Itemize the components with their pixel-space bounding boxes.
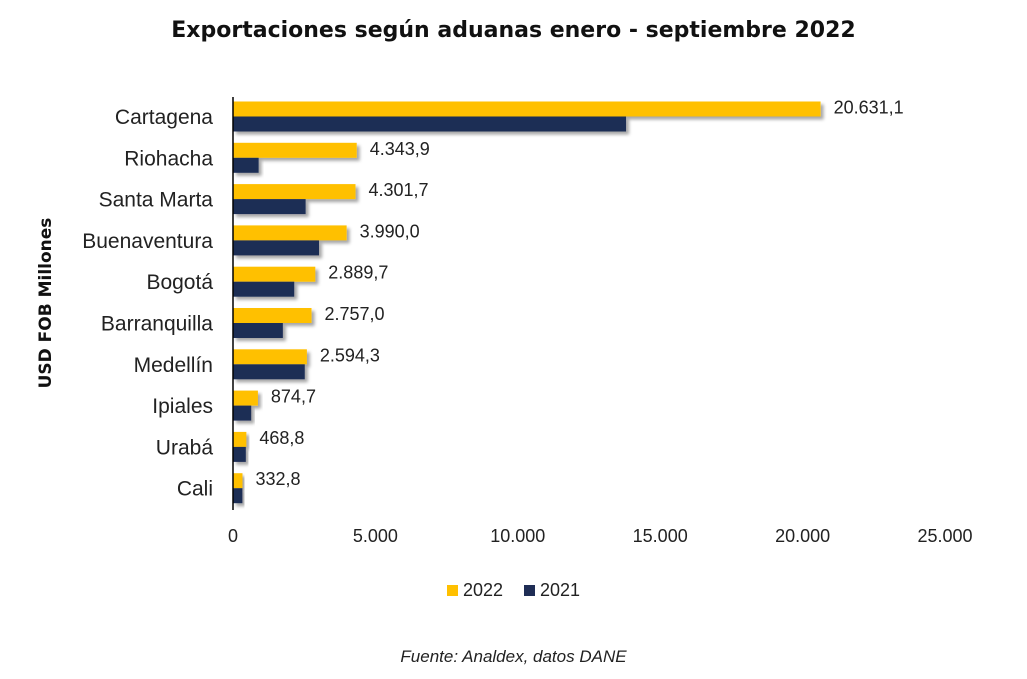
category-label-cali: Cali <box>177 478 213 501</box>
x-tick-label: 5.000 <box>353 526 398 546</box>
data-label-2022-bogota: 2.889,7 <box>328 263 388 283</box>
data-label-2022-uraba: 468,8 <box>259 428 304 448</box>
legend-item-2021: 2021 <box>524 580 580 601</box>
category-label-uraba: Urabá <box>156 436 214 459</box>
category-label-ipiales: Ipiales <box>152 395 213 418</box>
data-label-2022-cartagena: 20.631,1 <box>834 98 904 118</box>
bar-2022-cartagena <box>233 101 821 117</box>
bar-2021-uraba <box>233 446 246 462</box>
category-label-cartagena: Cartagena <box>115 106 213 129</box>
x-tick-label: 15.000 <box>633 526 688 546</box>
legend-swatch-2021 <box>524 585 535 596</box>
bar-2021-barranquilla <box>233 323 283 338</box>
x-tick-label: 25.000 <box>917 526 972 546</box>
bar-2021-bogota <box>233 281 295 297</box>
category-label-bogota: Bogotá <box>146 271 213 294</box>
data-label-2022-santa-marta: 4.301,7 <box>369 180 429 200</box>
bar-2022-ipiales <box>233 390 258 406</box>
bar-2022-medellin <box>233 349 307 365</box>
legend-item-2022: 2022 <box>446 580 503 601</box>
legend-label-2021: 2021 <box>540 580 581 600</box>
chart-title: Exportaciones según aduanas enero - sept… <box>171 18 856 43</box>
bar-2022-cali <box>233 473 243 489</box>
bar-2021-santa-marta <box>233 199 306 215</box>
x-tick-label: 10.000 <box>490 526 545 546</box>
data-label-2022-buenaventura: 3.990,0 <box>360 221 420 241</box>
category-label-santa-marta: Santa Marta <box>99 189 214 212</box>
x-tick-label: 0 <box>228 526 238 546</box>
bar-2022-uraba <box>233 431 247 447</box>
bar-2022-riohacha <box>233 142 357 158</box>
bar-2021-ipiales <box>233 405 252 421</box>
bar-2022-bogota <box>233 266 316 282</box>
bar-2022-buenaventura <box>233 225 347 241</box>
bar-2021-buenaventura <box>233 240 320 256</box>
category-label-barranquilla: Barranquilla <box>101 313 213 336</box>
source-note: Fuente: Analdex, datos DANE <box>400 647 627 666</box>
bar-2021-medellin <box>233 364 305 380</box>
data-label-2022-cali: 332,8 <box>255 469 300 489</box>
legend-swatch-2022 <box>446 585 458 596</box>
bar-2022-barranquilla <box>233 308 312 323</box>
data-label-2022-ipiales: 874,7 <box>271 387 316 407</box>
bar-2021-riohacha <box>233 157 259 173</box>
data-label-2022-medellin: 2.594,3 <box>320 345 380 365</box>
x-tick-label: 20.000 <box>775 526 830 546</box>
labels-layer: Cartagena 20.631,1 Riohacha 4.343,9 Santa Ma… <box>82 98 972 547</box>
data-label-2022-barranquilla: 2.757,0 <box>325 304 385 324</box>
bar-2021-cali <box>233 488 243 504</box>
legend-label-2022: 2022 <box>462 580 503 600</box>
category-label-medellin: Medellín <box>134 354 213 377</box>
bar-2022-santa-marta <box>233 184 356 200</box>
category-label-riohacha: Riohacha <box>124 147 213 170</box>
category-label-buenaventura: Buenaventura <box>82 230 213 253</box>
bars-layer <box>233 101 821 504</box>
legend: 2022 2021 <box>0 580 1027 601</box>
data-label-2022-riohacha: 4.343,9 <box>370 139 430 159</box>
bar-2021-cartagena <box>233 116 627 132</box>
